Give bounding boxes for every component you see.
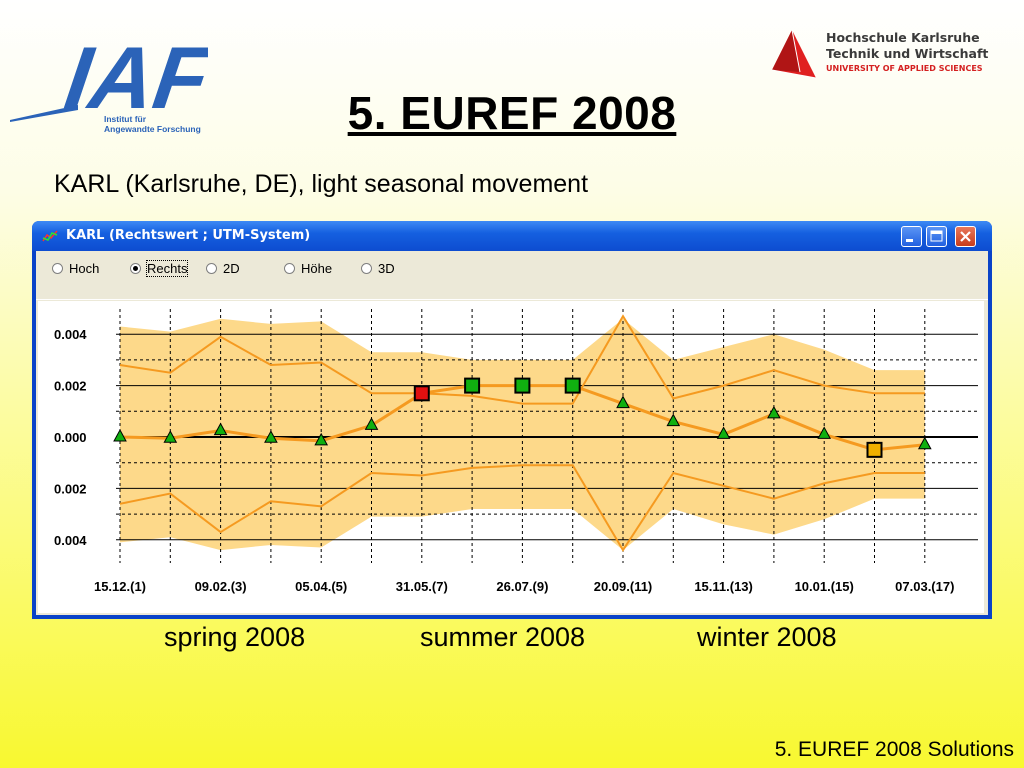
y-tick-label: 0.004 — [54, 533, 87, 548]
radio-button-icon[interactable] — [284, 263, 295, 274]
x-tick-label: 15.11.(13) — [694, 579, 753, 594]
minimize-button[interactable] — [901, 226, 922, 247]
iaf-logo-line2: Angewandte Forschung — [104, 124, 201, 134]
iaf-logo: IAF Institut für Angewandte Forschung — [10, 28, 208, 134]
chart-area: 0.004 0.002 0.000 0.002 0.004 15.12.(1) 09.02.… — [38, 301, 984, 613]
radio-button-icon[interactable] — [52, 263, 63, 274]
hochschule-line1: Hochschule Karlsruhe — [826, 30, 980, 45]
chart-app-icon — [42, 230, 58, 242]
y-tick-label: 0.002 — [54, 481, 87, 496]
data-point-triangle — [917, 436, 932, 450]
radio-2d[interactable]: 2D — [206, 261, 240, 276]
slide-title: 5. EUREF 2008 — [347, 87, 677, 139]
data-point-triangle — [113, 428, 127, 442]
window-client-area: Hoch Rechts 2D Höhe 3D 0.004 0.002 0.000 0.… — [36, 251, 988, 615]
radio-hoehe-label: Höhe — [301, 261, 333, 276]
iaf-logo-mark: IAF — [60, 28, 208, 127]
radio-3d-label: 3D — [378, 261, 395, 276]
app-window: KARL (Rechtswert ; UTM-System) Hoch Rech… — [32, 221, 992, 619]
data-point-triangle — [716, 426, 731, 439]
radio-button-icon[interactable] — [206, 263, 217, 274]
radio-rechts[interactable]: Rechts — [130, 260, 189, 277]
y-tick-label: 0.004 — [54, 327, 87, 342]
minimize-icon — [906, 239, 913, 242]
x-tick-label: 07.03.(17) — [895, 579, 954, 594]
maximize-icon — [930, 230, 943, 242]
hochschule-emblem-icon — [771, 29, 817, 79]
x-tick-label: 15.12.(1) — [94, 579, 146, 594]
slide-subtitle: KARL (Karlsruhe, DE), light seasonal mov… — [54, 170, 589, 198]
data-point-triangle — [767, 405, 781, 419]
x-tick-label: 10.01.(15) — [795, 579, 854, 594]
radio-2d-label: 2D — [223, 261, 240, 276]
radio-button-icon[interactable] — [361, 263, 372, 274]
data-point-square — [866, 441, 883, 458]
radio-hoch[interactable]: Hoch — [52, 261, 99, 276]
view-mode-radios: Hoch Rechts 2D Höhe 3D — [36, 251, 988, 281]
maximize-button[interactable] — [926, 226, 947, 247]
hochschule-line2: Technik und Wirtschaft — [826, 46, 989, 61]
lower-bound-line — [119, 464, 925, 552]
y-tick-label: 0.000 — [54, 430, 87, 445]
data-point-triangle — [264, 430, 278, 443]
close-icon — [960, 231, 971, 242]
data-point-triangle — [817, 426, 832, 439]
x-tick-label: 31.05.(7) — [396, 579, 448, 594]
data-point-triangle — [314, 432, 329, 446]
radio-hoch-label: Hoch — [69, 261, 100, 276]
radio-separator — [36, 299, 988, 300]
close-button[interactable] — [955, 226, 976, 247]
radio-hoehe[interactable]: Höhe — [284, 261, 332, 276]
slide-footer: 5. EUREF 2008 Solutions — [774, 738, 1014, 761]
hochschule-logo: Hochschule Karlsruhe Technik und Wirtsch… — [770, 28, 1010, 88]
season-label-summer: summer 2008 — [420, 622, 586, 652]
x-tick-label: 26.07.(9) — [496, 579, 548, 594]
x-tick-label: 09.02.(3) — [195, 579, 247, 594]
data-point-square — [564, 377, 581, 394]
data-point-square — [514, 377, 531, 394]
x-tick-label: 20.09.(11) — [594, 579, 653, 594]
iaf-logo-line1: Institut für — [104, 114, 147, 124]
y-tick-label: 0.002 — [54, 379, 87, 394]
season-label-spring: spring 2008 — [164, 622, 306, 652]
radio-3d[interactable]: 3D — [361, 261, 395, 276]
hochschule-line3: UNIVERSITY OF APPLIED SCIENCES — [826, 64, 983, 73]
radio-rechts-label: Rechts — [145, 260, 189, 277]
x-tick-label: 05.04.(5) — [295, 579, 347, 594]
data-point-triangle — [666, 413, 681, 427]
data-point-triangle — [213, 422, 228, 436]
data-point-square — [413, 385, 430, 402]
season-label-winter: winter 2008 — [697, 622, 837, 652]
data-point-triangle — [364, 417, 379, 430]
window-title: KARL (Rechtswert ; UTM-System) — [66, 228, 311, 243]
time-series-chart: 0.004 0.002 0.000 0.002 0.004 15.12.(1) 09.02.… — [54, 309, 978, 594]
window-titlebar[interactable]: KARL (Rechtswert ; UTM-System) — [32, 221, 992, 251]
upper-bound-line — [119, 314, 925, 405]
data-point-triangle — [163, 430, 178, 443]
data-point-triangle — [616, 395, 630, 409]
radio-button-icon[interactable] — [130, 263, 141, 274]
data-point-square — [464, 377, 481, 394]
